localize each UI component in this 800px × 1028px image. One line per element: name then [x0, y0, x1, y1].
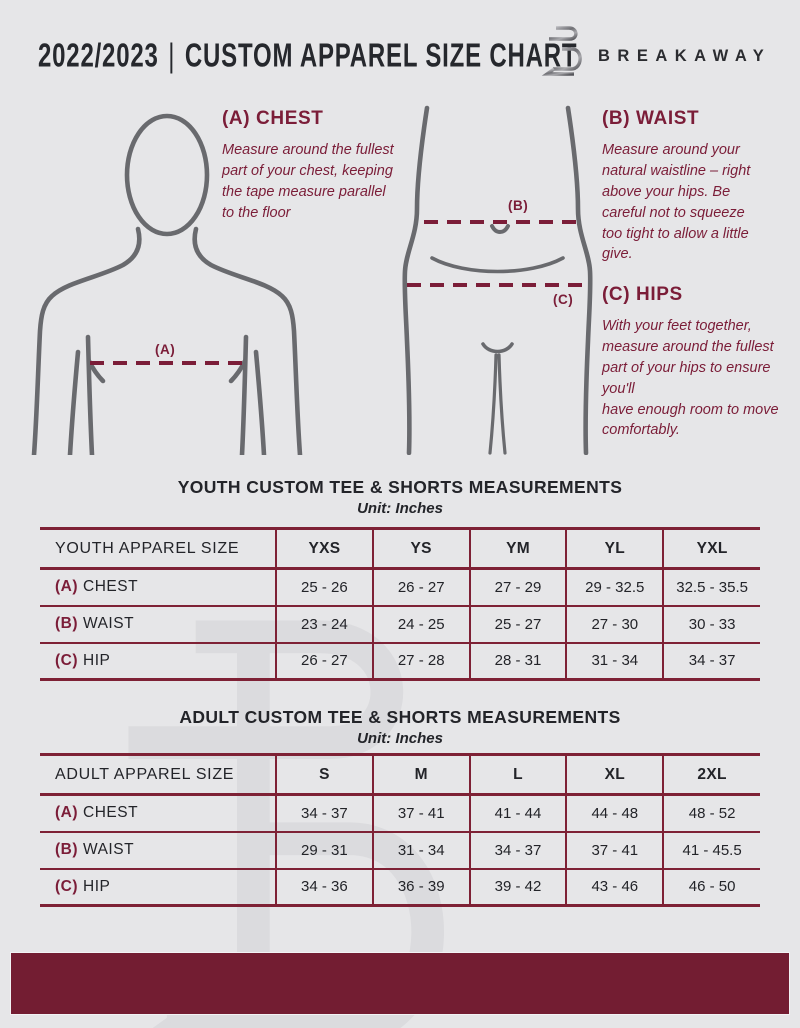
measurement-cell: 26 - 27: [371, 568, 470, 606]
waist-row-label: (B) WAIST: [40, 604, 276, 643]
youth-size-table: YOUTH APPAREL SIZE YXS YS YM YL YXL (A) C…: [40, 527, 760, 681]
row-marker: (B): [55, 615, 79, 632]
row-name: WAIST: [83, 841, 135, 858]
waist-heading: (B) WAIST: [602, 108, 700, 129]
measurement-cell: 25 - 26: [275, 568, 373, 606]
row-marker: (A): [55, 804, 79, 822]
measurement-cell: 28 - 31: [468, 641, 567, 680]
title-divider: |: [168, 38, 176, 75]
measurement-cell: 44 - 48: [565, 794, 664, 832]
hips-heading: (C) HIPS: [602, 284, 683, 305]
measurement-cell: 34 - 37: [275, 794, 373, 832]
season-year: 2022/2023: [38, 38, 159, 75]
waist-row-label: (B) WAIST: [40, 830, 276, 869]
footer-bar: [10, 952, 790, 1015]
size-2xl-header: 2XL: [662, 754, 760, 796]
chest-instructions: Measure around the fullest part of your …: [222, 142, 394, 221]
waist-marker-label: (B): [508, 198, 529, 213]
row-name: HIP: [83, 651, 111, 669]
chest-marker-label: (A): [155, 342, 176, 357]
measurement-cell: 27 - 29: [468, 568, 567, 606]
measurement-cell: 39 - 42: [468, 867, 567, 906]
measurement-cell: 48 - 52: [662, 794, 760, 832]
measurement-cell: 34 - 37: [468, 830, 567, 869]
measurement-cell: 34 - 37: [662, 641, 760, 680]
table-row: (A) CHEST 34 - 37 37 - 41 41 - 44 44 - 48…: [40, 794, 760, 832]
adult-table-title: ADULT CUSTOM TEE & SHORTS MEASUREMENTS: [179, 707, 621, 727]
measurement-cell: 27 - 30: [565, 604, 664, 643]
row-name: HIP: [83, 877, 111, 895]
measurement-cell: 37 - 41: [371, 794, 470, 832]
size-s-header: S: [275, 754, 373, 796]
chest-row-label: (A) CHEST: [40, 795, 276, 832]
hips-marker-label: (C): [553, 292, 574, 307]
measurement-cell: 46 - 50: [662, 867, 760, 906]
row-marker: (C): [55, 651, 79, 669]
size-xl-header: XL: [565, 754, 664, 796]
measurement-cell: 36 - 39: [371, 867, 470, 906]
page-title: 2022/2023 | CUSTOM APPAREL SIZE CHART: [38, 38, 577, 75]
measurement-cell: 24 - 25: [371, 604, 470, 643]
lower-body-figure: [402, 105, 593, 455]
row-marker: (C): [55, 877, 79, 895]
measurement-cell: 27 - 28: [371, 641, 470, 680]
row-name: WAIST: [83, 615, 135, 632]
measurement-cell: 23 - 24: [275, 604, 373, 643]
measurement-cell: 41 - 45.5: [662, 830, 760, 869]
table-row: (C) HIP 34 - 36 36 - 39 39 - 42 43 - 46 4…: [40, 867, 760, 906]
row-marker: (A): [55, 578, 79, 596]
size-m-header: M: [371, 754, 470, 796]
waist-instructions: Measure around your natural waistline – …: [602, 142, 751, 263]
measurement-cell: 43 - 46: [565, 867, 664, 906]
size-yxs-header: YXS: [275, 528, 373, 570]
table-header-row: YOUTH APPAREL SIZE YXS YS YM YL YXL: [40, 528, 760, 570]
breakaway-b-monogram-icon: [541, 24, 585, 83]
table-row: (B) WAIST 23 - 24 24 - 25 25 - 27 27 - 30…: [40, 604, 760, 643]
size-ym-header: YM: [468, 528, 567, 570]
youth-size-column-header: YOUTH APPAREL SIZE: [40, 528, 276, 570]
row-name: CHEST: [83, 578, 139, 596]
measurement-cell: 32.5 - 35.5: [662, 568, 760, 606]
measurement-cell: 41 - 44: [468, 794, 567, 832]
size-l-header: L: [468, 754, 567, 796]
measurement-cell: 25 - 27: [468, 604, 567, 643]
hip-row-label: (C) HIP: [40, 641, 276, 680]
chest-heading: (A) CHEST: [222, 108, 324, 129]
measurement-cell: 34 - 36: [275, 867, 373, 906]
size-yxl-header: YXL: [662, 528, 760, 570]
brand-name: BREAKAWAY: [598, 47, 772, 65]
measurement-cell: 31 - 34: [565, 641, 664, 680]
adult-size-column-header: ADULT APPAREL SIZE: [40, 754, 276, 796]
measurement-cell: 29 - 31: [275, 830, 373, 869]
table-row: (B) WAIST 29 - 31 31 - 34 34 - 37 37 - 41…: [40, 830, 760, 869]
row-marker: (B): [55, 841, 79, 858]
measurement-cell: 29 - 32.5: [565, 568, 664, 606]
adult-table-unit: Unit: Inches: [357, 730, 443, 747]
size-yl-header: YL: [565, 528, 664, 570]
table-row: (A) CHEST 25 - 26 26 - 27 27 - 29 29 - 32…: [40, 568, 760, 606]
measurement-cell: 31 - 34: [371, 830, 470, 869]
adult-size-table: ADULT APPAREL SIZE S M L XL 2XL (A) CHEST…: [40, 753, 760, 907]
measurement-cell: 30 - 33: [662, 604, 760, 643]
youth-table-unit: Unit: Inches: [357, 500, 443, 517]
hips-instructions: With your feet together, measure around …: [602, 318, 779, 439]
upper-body-figure: [31, 113, 303, 455]
table-row: (C) HIP 26 - 27 27 - 28 28 - 31 31 - 34 3…: [40, 641, 760, 680]
table-header-row: ADULT APPAREL SIZE S M L XL 2XL: [40, 754, 760, 796]
measurement-cell: 37 - 41: [565, 830, 664, 869]
hip-row-label: (C) HIP: [40, 867, 276, 906]
brand-logo: BREAKAWAY: [541, 24, 771, 83]
row-name: CHEST: [83, 804, 139, 822]
youth-table-title: YOUTH CUSTOM TEE & SHORTS MEASUREMENTS: [177, 477, 623, 497]
measurement-cell: 26 - 27: [275, 641, 373, 680]
size-ys-header: YS: [371, 528, 470, 570]
chest-row-label: (A) CHEST: [40, 569, 276, 606]
chart-title: CUSTOM APPAREL SIZE CHART: [184, 38, 578, 75]
